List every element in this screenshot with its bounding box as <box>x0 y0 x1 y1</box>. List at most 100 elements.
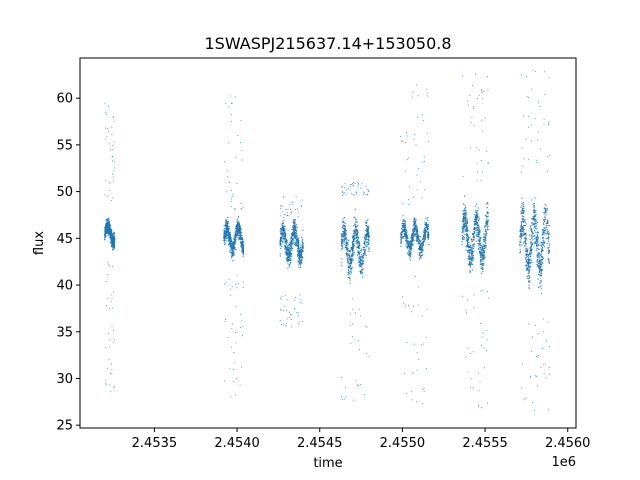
data-point <box>478 247 480 249</box>
data-point <box>354 231 356 233</box>
data-point <box>279 238 282 240</box>
data-point <box>428 244 430 246</box>
data-point <box>485 235 487 237</box>
data-point <box>235 283 237 285</box>
data-point <box>294 222 296 224</box>
data-point <box>543 71 545 73</box>
data-point <box>467 256 469 258</box>
data-point <box>234 235 236 237</box>
data-point <box>349 265 351 267</box>
data-point <box>344 398 346 400</box>
data-point <box>280 207 281 209</box>
data-point <box>230 237 232 239</box>
data-point <box>421 249 423 251</box>
data-point <box>111 243 113 245</box>
data-point <box>297 238 299 240</box>
data-point <box>239 238 241 240</box>
data-point <box>466 221 468 223</box>
data-point <box>520 237 522 239</box>
data-point <box>352 240 354 242</box>
data-point <box>465 229 467 231</box>
data-point <box>405 305 406 307</box>
data-point <box>548 76 550 78</box>
data-point <box>343 224 346 227</box>
data-point <box>527 249 529 251</box>
data-point <box>548 230 550 232</box>
data-point <box>545 205 547 207</box>
data-point <box>541 273 543 275</box>
data-point <box>412 243 414 245</box>
data-point <box>482 249 484 252</box>
data-point <box>521 231 523 233</box>
data-point <box>407 243 409 245</box>
data-point <box>470 271 472 273</box>
data-point <box>289 252 291 254</box>
data-point <box>288 264 290 266</box>
data-point <box>487 225 489 227</box>
data-point <box>537 261 539 263</box>
data-point <box>479 241 481 243</box>
data-point <box>109 234 111 236</box>
data-point <box>465 210 467 212</box>
data-point <box>242 249 244 252</box>
data-point <box>364 252 366 254</box>
data-point <box>478 251 481 253</box>
data-point <box>464 226 466 228</box>
data-point <box>479 229 481 231</box>
data-point <box>341 258 343 260</box>
data-point <box>534 234 536 236</box>
data-point <box>420 243 422 245</box>
data-point <box>469 94 471 96</box>
data-point <box>352 253 354 255</box>
data-point <box>526 264 528 266</box>
data-point <box>536 255 538 257</box>
data-point <box>522 234 524 236</box>
data-point <box>230 251 232 253</box>
data-point <box>522 231 524 233</box>
data-point <box>519 249 521 251</box>
data-point <box>362 276 364 278</box>
data-point <box>241 319 243 321</box>
data-point <box>342 235 344 237</box>
data-point <box>536 248 538 250</box>
data-point <box>470 261 472 263</box>
data-point <box>425 221 428 224</box>
data-point <box>107 230 109 232</box>
data-point <box>519 243 521 245</box>
data-point <box>473 251 475 253</box>
data-point <box>349 258 352 260</box>
data-point <box>476 98 478 99</box>
data-point <box>360 271 362 274</box>
data-point <box>291 253 293 255</box>
data-point <box>470 256 472 258</box>
data-point <box>419 241 421 243</box>
data-point <box>407 246 409 248</box>
data-point <box>465 206 467 208</box>
data-point <box>417 234 419 236</box>
data-point <box>522 165 524 167</box>
data-point <box>536 260 538 262</box>
data-point <box>301 262 303 264</box>
data-point <box>522 227 525 229</box>
data-point <box>519 226 522 228</box>
data-point <box>482 130 484 132</box>
data-point <box>473 235 475 237</box>
data-point <box>487 291 489 293</box>
data-point <box>365 229 367 231</box>
data-point <box>235 235 237 237</box>
data-point <box>231 205 233 207</box>
data-point <box>233 245 235 247</box>
data-point <box>230 248 232 250</box>
data-point <box>476 211 478 213</box>
data-point <box>109 143 111 145</box>
data-point <box>402 227 405 229</box>
data-point <box>478 243 480 245</box>
data-point <box>112 180 114 182</box>
data-point <box>300 206 302 208</box>
data-point <box>355 312 356 314</box>
data-point <box>350 247 352 250</box>
data-point <box>408 253 410 255</box>
data-point <box>537 244 540 246</box>
data-point <box>534 217 536 219</box>
data-point <box>350 270 352 273</box>
